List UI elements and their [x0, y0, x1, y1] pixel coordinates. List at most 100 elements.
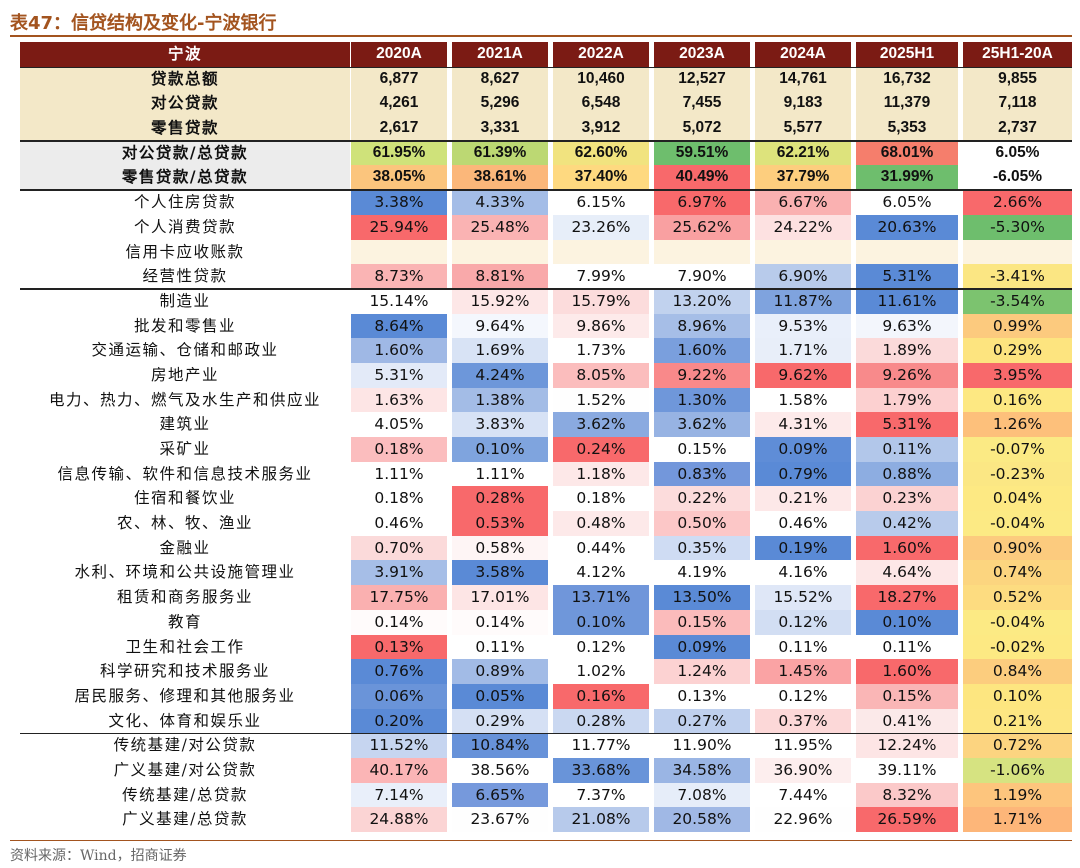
value-cell: 0.29% [962, 338, 1072, 363]
value-cell: 1.63% [350, 387, 447, 413]
table-row: 信息传输、软件和信息技术服务业 1.11% 1.11% 1.18% 0.83% 0.79%… [20, 461, 1072, 487]
value-cell: 40.49% [653, 165, 750, 191]
value-cell: 0.15% [653, 437, 750, 462]
value-cell: -6.05% [962, 165, 1072, 191]
value-cell: 4.24% [451, 362, 548, 388]
value-cell: 0.13% [350, 634, 447, 660]
value-cell: 25.48% [451, 214, 548, 240]
value-cell: 13.71% [552, 585, 649, 610]
table-row: 制造业 15.14% 15.92% 15.79% 13.20% 11.87% 11.61% -… [20, 288, 1072, 314]
value-cell: 10,460 [552, 66, 649, 92]
value-cell: 4.31% [754, 412, 851, 437]
value-cell: 1.60% [855, 659, 958, 684]
value-cell: 0.46% [754, 511, 851, 536]
value-cell: 1.89% [855, 338, 958, 363]
value-cell: 0.23% [855, 486, 958, 512]
value-cell: 1.38% [451, 387, 548, 413]
value-cell: 25.62% [653, 214, 750, 240]
value-cell: 12.24% [855, 733, 958, 758]
value-cell: 3.58% [451, 560, 548, 586]
value-cell: 7.90% [653, 264, 750, 289]
value-cell: 6.67% [754, 190, 851, 215]
value-cell: 22.96% [754, 807, 851, 832]
table-row: 卫生和社会工作 0.13% 0.11% 0.12% 0.09% 0.11% 0.11% -0.… [20, 634, 1072, 660]
value-cell: 11.77% [552, 733, 649, 758]
value-cell: 3.38% [350, 190, 447, 215]
value-cell: 1.71% [754, 338, 851, 363]
table-row: 贷款总额 6,877 8,627 10,460 12,527 14,761 16,732 9,… [20, 66, 1072, 92]
value-cell: 7.37% [552, 782, 649, 808]
value-cell: 68.01% [855, 140, 958, 166]
row-label: 采矿业 [20, 437, 350, 462]
value-cell: 0.52% [962, 585, 1072, 610]
value-cell: 0.10% [552, 609, 649, 635]
value-cell: 20.58% [653, 807, 750, 832]
value-cell: 2,737 [962, 116, 1072, 141]
header-cell: 2024A [754, 42, 851, 67]
row-label: 水利、环境和公共设施管理业 [20, 560, 350, 586]
value-cell: 12,527 [653, 66, 750, 92]
value-cell: 0.35% [653, 535, 750, 561]
row-label: 金融业 [20, 535, 350, 561]
value-cell: 0.22% [653, 486, 750, 512]
value-cell: 6.90% [754, 264, 851, 289]
value-cell: 6,548 [552, 91, 649, 117]
value-cell: 0.48% [552, 511, 649, 536]
value-cell: 1.26% [962, 412, 1072, 437]
value-cell: 6.15% [552, 190, 649, 215]
table-row: 批发和零售业 8.64% 9.64% 9.86% 8.96% 9.53% 9.63% 0.99… [20, 313, 1072, 339]
row-label: 对公贷款/总贷款 [20, 140, 350, 166]
row-label: 个人住房贷款 [20, 190, 350, 215]
value-cell: 5,353 [855, 116, 958, 141]
value-cell: 1.30% [653, 387, 750, 413]
value-cell: 1.58% [754, 387, 851, 413]
value-cell: 0.42% [855, 511, 958, 536]
value-cell: 34.58% [653, 757, 750, 783]
table-row: 零售贷款 2,617 3,331 3,912 5,072 5,577 5,353 2,737 [20, 116, 1072, 141]
value-cell: 1.02% [552, 659, 649, 684]
value-cell: 0.11% [754, 634, 851, 660]
value-cell: 4.19% [653, 560, 750, 586]
row-label: 广义基建/总贷款 [20, 807, 350, 832]
value-cell: 0.11% [855, 437, 958, 462]
header-cell: 2022A [552, 42, 649, 67]
value-cell: -0.04% [962, 609, 1072, 635]
value-cell: 9,183 [754, 91, 851, 117]
row-label: 广义基建/对公贷款 [20, 757, 350, 783]
value-cell: 0.70% [350, 535, 447, 561]
value-cell: 0.15% [653, 609, 750, 635]
value-cell: 0.19% [754, 535, 851, 561]
value-cell: 0.09% [653, 634, 750, 660]
value-cell: 15.14% [350, 288, 447, 314]
value-cell: 17.75% [350, 585, 447, 610]
value-cell: 0.44% [552, 535, 649, 561]
value-cell: 0.27% [653, 708, 750, 734]
value-cell: 21.08% [552, 807, 649, 832]
value-cell: 38.56% [451, 757, 548, 783]
value-cell: 0.24% [552, 437, 649, 462]
value-cell: 18.27% [855, 585, 958, 610]
table-row: 零售贷款/总贷款 38.05% 38.61% 37.40% 40.49% 37.79% 31… [20, 165, 1072, 191]
value-cell: 11.95% [754, 733, 851, 758]
row-label: 卫生和社会工作 [20, 634, 350, 660]
header-cell-label: 宁波 [20, 42, 350, 67]
value-cell: 0.28% [552, 708, 649, 734]
row-label: 农、林、牧、渔业 [20, 511, 350, 536]
value-cell: 0.46% [350, 511, 447, 536]
header-divider [20, 66, 1072, 69]
value-cell [962, 239, 1072, 265]
value-cell: -0.07% [962, 437, 1072, 462]
row-label: 信用卡应收账款 [20, 239, 350, 265]
value-cell: 0.12% [754, 609, 851, 635]
value-cell: 5,577 [754, 116, 851, 141]
value-cell: 1.19% [962, 782, 1072, 808]
value-cell: 2.66% [962, 190, 1072, 215]
value-cell: 3.62% [653, 412, 750, 437]
value-cell: 0.21% [962, 708, 1072, 734]
section-divider [20, 288, 1072, 290]
table-row: 农、林、牧、渔业 0.46% 0.53% 0.48% 0.50% 0.46% 0.42% -0… [20, 511, 1072, 536]
header-cell: 25H1-20A [962, 42, 1072, 67]
value-cell: 0.09% [754, 437, 851, 462]
value-cell: 9.63% [855, 313, 958, 339]
value-cell: 3,912 [552, 116, 649, 141]
